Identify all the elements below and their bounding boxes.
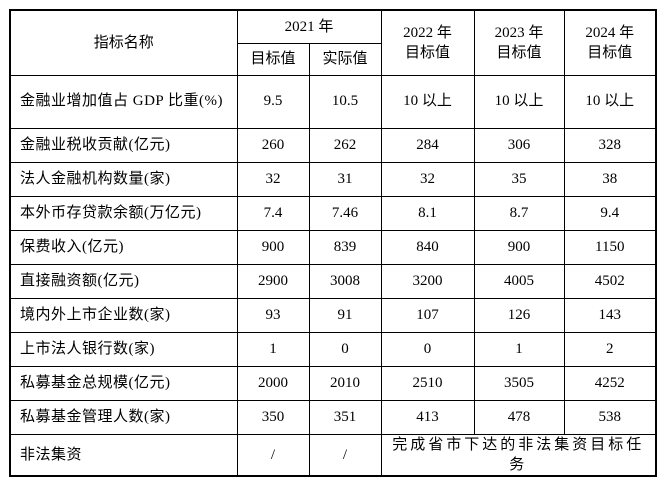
- value-cell: 900: [473, 229, 565, 265]
- value-cell: 32: [236, 161, 310, 197]
- value-cell: 840: [380, 229, 475, 265]
- indicator-label: 非法集资: [9, 433, 238, 477]
- value-cell: /: [236, 433, 310, 477]
- header-2024-label: 目标值: [587, 44, 633, 61]
- value-cell: 260: [236, 127, 310, 163]
- header-indicator-name: 指标名称: [9, 9, 238, 76]
- indicator-label: 上市法人银行数(家): [9, 331, 238, 367]
- table-body: 金融业增加值占 GDP 比重(%) 9.5 10.5 10 以上 10 以上 10 以上金…: [9, 74, 657, 477]
- value-cell: 1150: [563, 229, 657, 265]
- value-cell: 91: [308, 297, 382, 333]
- value-cell: 284: [380, 127, 475, 163]
- table-row: 本外币存贷款余额(万亿元) 7.4 7.46 8.1 8.7 9.4: [9, 195, 657, 231]
- indicator-label: 直接融资额(亿元): [9, 263, 238, 299]
- value-cell: 1: [236, 331, 310, 367]
- merged-note-cell: 完成省市下达的非法集资目标任务: [380, 433, 657, 477]
- value-cell: 2000: [236, 365, 310, 401]
- value-cell: 0: [380, 331, 475, 367]
- indicator-label: 保费收入(亿元): [9, 229, 238, 265]
- value-cell: 538: [563, 399, 657, 435]
- value-cell: 35: [473, 161, 565, 197]
- value-cell: 38: [563, 161, 657, 197]
- table-row: 金融业增加值占 GDP 比重(%) 9.5 10.5 10 以上 10 以上 10 以上: [9, 74, 657, 129]
- value-cell: 4005: [473, 263, 565, 299]
- header-2022-target: 2022 年 目标值: [380, 9, 475, 76]
- value-cell: 0: [308, 331, 382, 367]
- indicator-label: 法人金融机构数量(家): [9, 161, 238, 197]
- value-cell: 900: [236, 229, 310, 265]
- header-row-2: 目标值 实际值: [10, 42, 656, 76]
- table-row: 上市法人银行数(家) 1 0 0 1 2: [9, 331, 657, 367]
- value-cell: 93: [236, 297, 310, 333]
- indicator-label: 金融业税收贡献(亿元): [9, 127, 238, 163]
- header-2023-year: 2023 年: [494, 24, 544, 41]
- header-2023-label: 目标值: [496, 44, 542, 61]
- value-cell: 126: [473, 297, 565, 333]
- table-row-final: 非法集资 / / 完成省市下达的非法集资目标任务: [9, 433, 657, 477]
- value-cell: 351: [308, 399, 382, 435]
- value-cell: 107: [380, 297, 475, 333]
- value-cell: 4252: [563, 365, 657, 401]
- value-cell: 262: [308, 127, 382, 163]
- value-cell: 413: [380, 399, 475, 435]
- value-cell: 3008: [308, 263, 382, 299]
- header-2021-actual: 实际值: [308, 42, 382, 76]
- value-cell: 3505: [473, 365, 565, 401]
- value-cell: /: [308, 433, 382, 477]
- indicator-label: 私募基金管理人数(家): [9, 399, 238, 435]
- value-cell: 4502: [563, 263, 657, 299]
- value-cell: 10 以上: [380, 74, 475, 129]
- value-cell: 1: [473, 331, 565, 367]
- header-2024-year: 2024 年: [585, 24, 635, 41]
- indicator-label: 私募基金总规模(亿元): [9, 365, 238, 401]
- value-cell: 10.5: [308, 74, 382, 129]
- header-2022-label: 目标值: [405, 44, 451, 61]
- header-2024-target: 2024 年 目标值: [563, 9, 657, 76]
- value-cell: 10 以上: [473, 74, 565, 129]
- indicator-table: 指标名称 2021 年 2022 年 目标值 2023 年 目标值 2024 年…: [9, 9, 658, 477]
- value-cell: 7.4: [236, 195, 310, 231]
- value-cell: 2: [563, 331, 657, 367]
- value-cell: 328: [563, 127, 657, 163]
- value-cell: 839: [308, 229, 382, 265]
- table-row: 私募基金总规模(亿元) 2000 2010 2510 3505 4252: [9, 365, 657, 401]
- value-cell: 306: [473, 127, 565, 163]
- table-row: 法人金融机构数量(家) 32 31 32 35 38: [9, 161, 657, 197]
- value-cell: 9.4: [563, 195, 657, 231]
- table-row: 私募基金管理人数(家) 350 351 413 478 538: [9, 399, 657, 435]
- value-cell: 9.5: [236, 74, 310, 129]
- value-cell: 8.1: [380, 195, 475, 231]
- indicator-label: 境内外上市企业数(家): [9, 297, 238, 333]
- header-row-1: 指标名称 2021 年 2022 年 目标值 2023 年 目标值 2024 年…: [9, 9, 657, 76]
- value-cell: 10 以上: [563, 74, 657, 129]
- value-cell: 3200: [380, 263, 475, 299]
- value-cell: 7.46: [308, 195, 382, 231]
- indicator-label: 本外币存贷款余额(万亿元): [9, 195, 238, 231]
- value-cell: 478: [473, 399, 565, 435]
- value-cell: 8.7: [473, 195, 565, 231]
- header-2021-target: 目标值: [236, 42, 310, 76]
- table-row: 金融业税收贡献(亿元) 260 262 284 306 328: [9, 127, 657, 163]
- value-cell: 2900: [236, 263, 310, 299]
- header-2023-target: 2023 年 目标值: [473, 9, 565, 76]
- value-cell: 2510: [380, 365, 475, 401]
- table-row: 境内外上市企业数(家) 93 91 107 126 143: [9, 297, 657, 333]
- value-cell: 143: [563, 297, 657, 333]
- value-cell: 31: [308, 161, 382, 197]
- table-row: 直接融资额(亿元) 2900 3008 3200 4005 4502: [9, 263, 657, 299]
- value-cell: 32: [380, 161, 475, 197]
- indicator-label: 金融业增加值占 GDP 比重(%): [9, 74, 238, 129]
- value-cell: 2010: [308, 365, 382, 401]
- table-row: 保费收入(亿元) 900 839 840 900 1150: [9, 229, 657, 265]
- value-cell: 350: [236, 399, 310, 435]
- header-2022-year: 2022 年: [403, 24, 452, 41]
- header-2021: 2021 年: [236, 9, 382, 44]
